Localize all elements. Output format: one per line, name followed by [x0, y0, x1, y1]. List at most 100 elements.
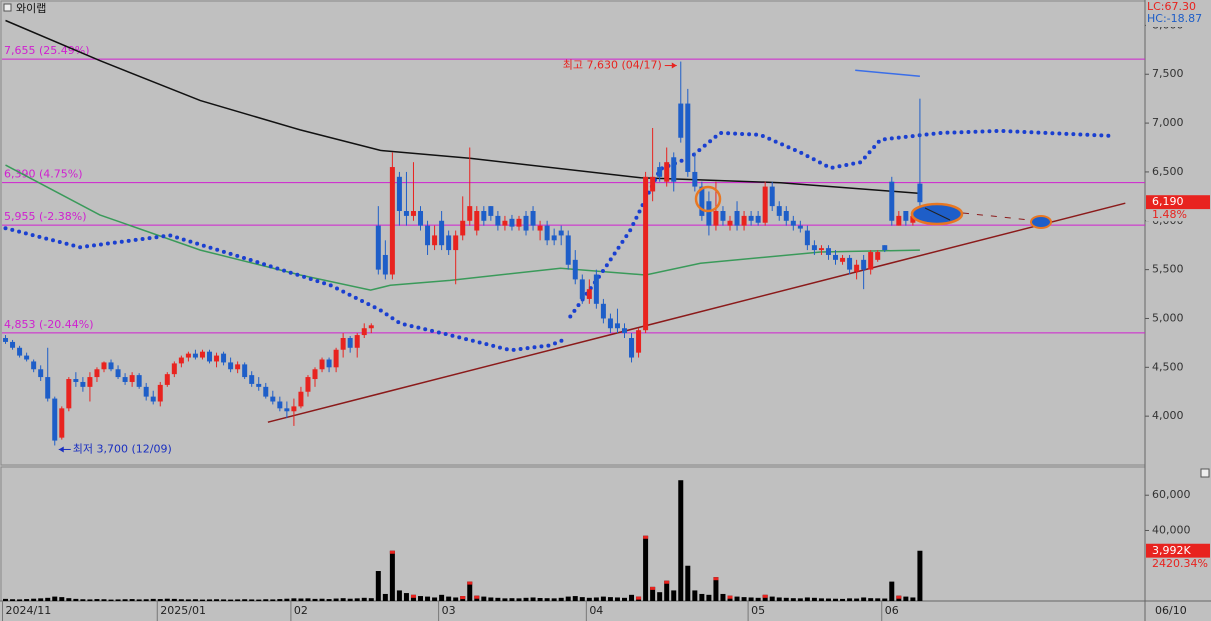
candle-body: [214, 355, 220, 362]
volume-bar: [783, 597, 789, 601]
candle-body: [692, 171, 698, 187]
candle-body: [305, 377, 311, 392]
volume-cap: [636, 596, 642, 600]
projection-line: [962, 212, 1031, 221]
candle-body: [614, 323, 620, 329]
candle-body: [593, 274, 599, 304]
candle-body: [896, 215, 902, 226]
volume-bar: [523, 597, 529, 601]
candle-body: [699, 186, 705, 216]
volume-bar: [164, 598, 170, 601]
candle-body: [734, 211, 740, 226]
volume-bar: [298, 598, 304, 601]
candle-body: [474, 211, 480, 231]
volume-bar: [312, 598, 318, 601]
candle-body: [790, 220, 796, 226]
volume-bar: [214, 599, 220, 601]
level-label: 6,390 (4.75%): [4, 168, 83, 181]
annotation-label: 최저 3,700 (12/09): [73, 442, 172, 455]
candle-body: [432, 235, 438, 246]
volume-bar: [530, 597, 536, 601]
volume-bar: [650, 586, 656, 601]
indicator-line: [855, 69, 920, 77]
volume-bar: [326, 599, 332, 601]
volume-cap: [467, 581, 473, 585]
candle-body: [636, 330, 642, 353]
volume-bar: [748, 597, 754, 601]
volume-bar: [136, 599, 142, 601]
volume-bar: [382, 593, 388, 601]
volume-bar: [586, 597, 592, 601]
change-bg: [1146, 209, 1210, 222]
candle-body: [889, 181, 895, 221]
candle-body: [178, 357, 184, 364]
arrow-head: [671, 62, 677, 69]
volume-bar: [129, 599, 135, 601]
candle-body: [354, 335, 360, 348]
arrow-head: [58, 446, 64, 453]
candle-body: [52, 398, 58, 441]
level-label: 4,853 (-20.44%): [4, 318, 93, 331]
volume-bar: [776, 597, 782, 601]
candle-body: [410, 211, 416, 216]
candle-body: [361, 328, 367, 336]
candle-body: [509, 218, 515, 227]
x-tick-label: 2024/11: [6, 604, 52, 617]
volume-bar: [797, 598, 803, 601]
volume-bar: [171, 598, 177, 601]
candle-body: [579, 279, 585, 299]
volume-cap: [650, 586, 656, 590]
volume-bar: [495, 597, 501, 601]
volume-bar: [178, 599, 184, 601]
volume-bar: [221, 599, 227, 601]
volume-bar: [621, 597, 627, 601]
volume-bar: [291, 598, 297, 601]
x-tick-label: 03: [442, 604, 456, 617]
candle-body: [797, 225, 803, 229]
volume-bar: [52, 596, 58, 601]
volume-bar: [882, 598, 888, 601]
candle-body: [17, 347, 23, 356]
last-price-label: 6,190: [1152, 195, 1184, 208]
volume-bar: [242, 599, 248, 601]
volume-bar: [38, 598, 44, 601]
volume-bar: [811, 597, 817, 601]
volume-bar: [875, 598, 881, 601]
candle-body: [488, 206, 494, 216]
candle-body: [389, 167, 395, 275]
volume-bar: [101, 599, 107, 601]
volume-bar: [368, 598, 374, 601]
volume-bar: [600, 596, 606, 601]
volume-bar: [804, 597, 810, 601]
volume-bar: [284, 598, 290, 601]
volume-bar: [361, 597, 367, 601]
candle-body: [298, 391, 304, 407]
candle-body: [825, 248, 831, 255]
volume-cap: [389, 550, 395, 554]
volume-bar: [762, 594, 768, 601]
volume-bar: [206, 599, 212, 601]
candle-body: [403, 211, 409, 216]
volume-bar: [847, 598, 853, 601]
candle-body: [664, 162, 670, 182]
volume-bar: [488, 597, 494, 601]
volume-cap: [664, 580, 670, 584]
candle-body: [530, 211, 536, 226]
candle-body: [10, 341, 16, 348]
candle-body: [586, 289, 592, 299]
candle-body: [185, 353, 191, 358]
volume-bar: [87, 599, 93, 601]
candle-body: [713, 211, 719, 226]
volume-bar: [389, 550, 395, 601]
volume-bar: [31, 598, 37, 601]
candle-body: [326, 359, 332, 368]
volume-cap: [713, 577, 719, 581]
volume-bar: [755, 597, 761, 601]
candle-body: [24, 355, 30, 360]
candle-body: [319, 359, 325, 370]
volume-bar: [17, 599, 23, 601]
volume-bar: [537, 598, 543, 601]
volume-cap: [643, 535, 649, 539]
volume-bar: [565, 596, 571, 601]
candle-body: [600, 303, 606, 319]
